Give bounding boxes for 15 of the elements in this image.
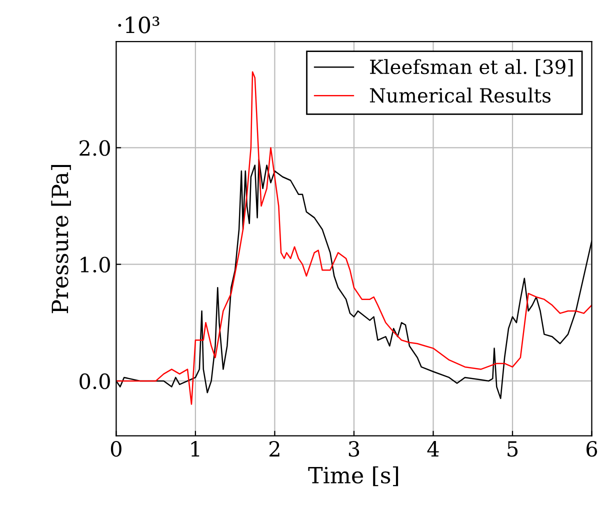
x-tick-label: 0	[110, 440, 122, 457]
y-tick-label: 0.0	[80, 373, 110, 390]
legend-label: Numerical Results	[370, 88, 551, 103]
y-axis-title: Pressure [Pa]	[51, 164, 71, 314]
text: ·10³	[118, 16, 160, 34]
x-tick-label: 1	[191, 440, 200, 456]
x-tick-label: 6	[586, 440, 598, 457]
x-tick-label: 4	[427, 440, 439, 456]
x-tick-label: 2	[270, 440, 280, 456]
legend-label: Kleefsman et al. [39]	[370, 59, 573, 76]
x-tick-label: 3	[348, 440, 360, 457]
y-tick-label: 2.0	[80, 140, 110, 156]
y-tick-label: 1.0	[80, 256, 110, 273]
x-axis-title: Time [s]	[308, 466, 398, 486]
x-tick-label: 5	[508, 441, 518, 457]
